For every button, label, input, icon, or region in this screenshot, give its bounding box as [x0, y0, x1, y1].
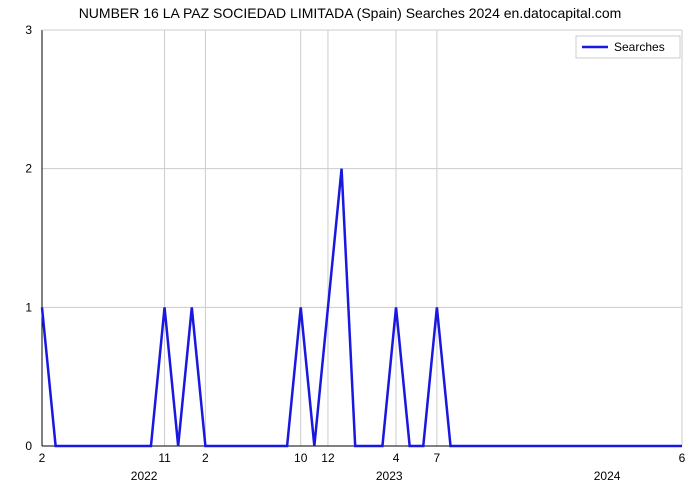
legend-label: Searches: [614, 40, 665, 54]
line-chart: 012321121012476202220232024NUMBER 16 LA …: [0, 0, 700, 500]
x-tick-label: 6: [679, 451, 686, 465]
x-tick-label: 2: [39, 451, 46, 465]
legend: Searches: [576, 36, 680, 58]
y-tick-label: 3: [25, 23, 32, 37]
x-year-label: 2023: [376, 469, 403, 483]
y-tick-label: 0: [25, 439, 32, 453]
x-tick-label: 4: [393, 451, 400, 465]
y-tick-label: 1: [25, 300, 32, 314]
x-year-label: 2024: [594, 469, 621, 483]
chart-container: 012321121012476202220232024NUMBER 16 LA …: [0, 0, 700, 500]
x-tick-label: 11: [158, 451, 171, 465]
y-tick-label: 2: [25, 162, 32, 176]
chart-title: NUMBER 16 LA PAZ SOCIEDAD LIMITADA (Spai…: [79, 5, 622, 21]
x-tick-label: 7: [434, 451, 441, 465]
x-tick-label: 2: [202, 451, 209, 465]
x-year-label: 2022: [131, 469, 158, 483]
x-tick-label: 12: [321, 451, 335, 465]
x-tick-label: 10: [294, 451, 308, 465]
